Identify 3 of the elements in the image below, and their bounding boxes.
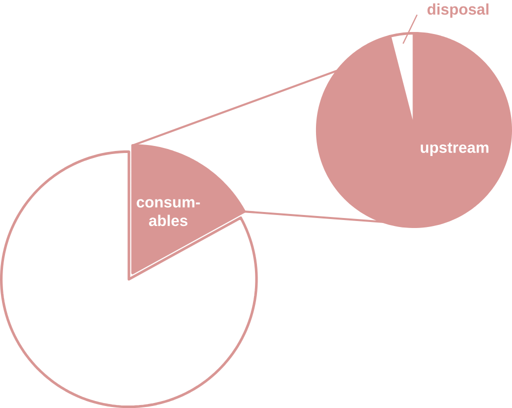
slice-label: upstream — [420, 142, 488, 156]
slice-label: disposal — [428, 3, 488, 18]
slice-label: consum- ables — [136, 199, 200, 226]
